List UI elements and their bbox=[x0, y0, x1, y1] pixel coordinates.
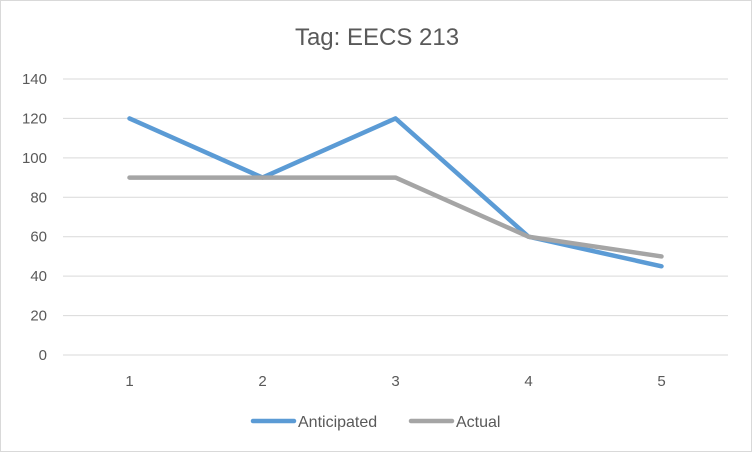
series-lines bbox=[129, 118, 661, 266]
legend-item-actual: Actual bbox=[411, 414, 500, 431]
y-tick-label: 40 bbox=[30, 268, 47, 285]
x-axis-ticks: 1 2 3 4 5 bbox=[125, 373, 665, 390]
chart-title: Tag: EECS 213 bbox=[295, 24, 459, 51]
y-tick-label: 140 bbox=[22, 71, 47, 88]
legend-label: Actual bbox=[456, 414, 500, 431]
legend-item-anticipated: Anticipated bbox=[253, 414, 377, 431]
x-tick-label: 4 bbox=[524, 373, 532, 390]
y-tick-label: 60 bbox=[30, 229, 47, 246]
y-tick-label: 20 bbox=[30, 308, 47, 325]
x-tick-label: 3 bbox=[391, 373, 399, 390]
legend: Anticipated Actual bbox=[253, 414, 500, 431]
y-tick-label: 0 bbox=[39, 347, 47, 364]
series-line-actual bbox=[130, 178, 662, 257]
x-tick-label: 1 bbox=[125, 373, 133, 390]
legend-label: Anticipated bbox=[298, 414, 377, 431]
x-tick-label: 2 bbox=[258, 373, 266, 390]
y-tick-label: 80 bbox=[30, 189, 47, 206]
y-axis-ticks: 0 20 40 60 80 100 120 140 bbox=[22, 71, 47, 364]
y-tick-label: 100 bbox=[22, 150, 47, 167]
x-tick-label: 5 bbox=[657, 373, 665, 390]
y-tick-label: 120 bbox=[22, 110, 47, 127]
